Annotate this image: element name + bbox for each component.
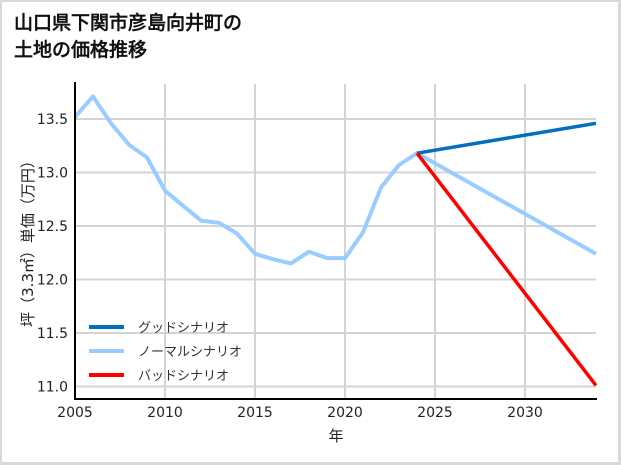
legend-label: グッドシナリオ xyxy=(138,321,229,336)
y-axis-ticks: 11.0 11.5 12.0 12.5 13.0 13.5 xyxy=(37,112,68,396)
x-tick-label: 2020 xyxy=(327,405,363,421)
series-line-2 xyxy=(415,152,598,387)
x-tick-label: 2025 xyxy=(417,405,453,421)
data-series xyxy=(73,94,598,387)
chart-title-line-1: 山口県下関市彦島向井町の xyxy=(14,12,243,34)
x-tick-label: 2015 xyxy=(237,405,273,421)
y-axis-label: 坪（3.3㎡）単価（万円） xyxy=(19,153,37,327)
y-tick-label: 12.0 xyxy=(37,273,68,289)
chart-title-line-2: 土地の価格推移 xyxy=(14,39,148,61)
y-tick-label: 11.0 xyxy=(37,380,68,396)
x-axis-label: 年 xyxy=(328,427,343,445)
x-tick-label: 2010 xyxy=(147,405,183,421)
x-axis-ticks: 2005 2010 2015 2020 2025 2030 xyxy=(57,405,543,421)
y-tick-label: 11.5 xyxy=(37,326,68,342)
legend-label: バッドシナリオ xyxy=(138,369,229,384)
x-tick-label: 2005 xyxy=(57,405,93,421)
y-tick-label: 13.0 xyxy=(37,166,68,182)
x-tick-label: 2030 xyxy=(507,405,543,421)
y-tick-label: 13.5 xyxy=(37,112,68,128)
series-line-1 xyxy=(416,121,597,155)
legend-label: ノーマルシナリオ xyxy=(138,345,242,360)
y-tick-label: 12.5 xyxy=(37,219,68,235)
series-line-0 xyxy=(73,94,597,266)
chart-title: 山口県下関市彦島向井町の 土地の価格推移 xyxy=(14,10,242,64)
axis-spines xyxy=(74,82,597,400)
